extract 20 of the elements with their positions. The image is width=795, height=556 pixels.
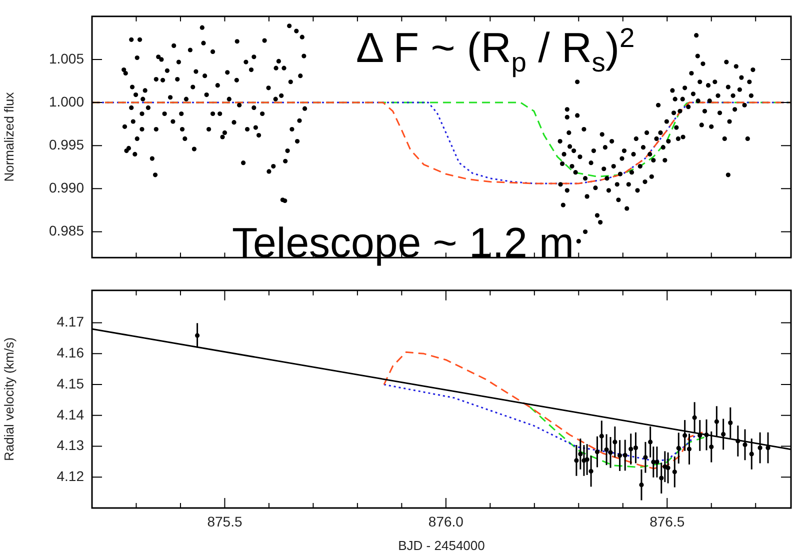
y-tick-label: 0.995 (48, 136, 84, 152)
y-axis-title: Radial velocity (km/s) (1, 337, 16, 461)
y-tick-label: 0.985 (48, 222, 84, 239)
y-tick-label: 4.12 (56, 468, 84, 484)
y-tick-label: 0.990 (48, 180, 84, 196)
y-axis-title: Normalized flux (1, 92, 16, 182)
x-axis-title: BJD - 2454000 (398, 538, 485, 553)
y-tick-label: 4.15 (56, 375, 84, 392)
y-tick-label: 1.000 (48, 93, 84, 110)
y-tick-label: 4.14 (56, 406, 84, 422)
y-tick-label: 4.13 (56, 437, 84, 454)
y-tick-label: 1.005 (48, 50, 84, 66)
x-tick-label: 876.0 (428, 513, 464, 530)
x-tick-label: 876.5 (650, 513, 685, 530)
annotation: Δ F ~ (R$_{p}$ / R$_{s}$)$^{2}$ (356, 22, 635, 78)
y-tick-label: 4.16 (56, 344, 84, 361)
y-tick-label: 4.17 (56, 314, 84, 330)
annotation: Telescope ~ 1.2 m (232, 219, 574, 266)
line-series (383, 351, 704, 470)
x-tick-label: 875.5 (207, 513, 242, 530)
